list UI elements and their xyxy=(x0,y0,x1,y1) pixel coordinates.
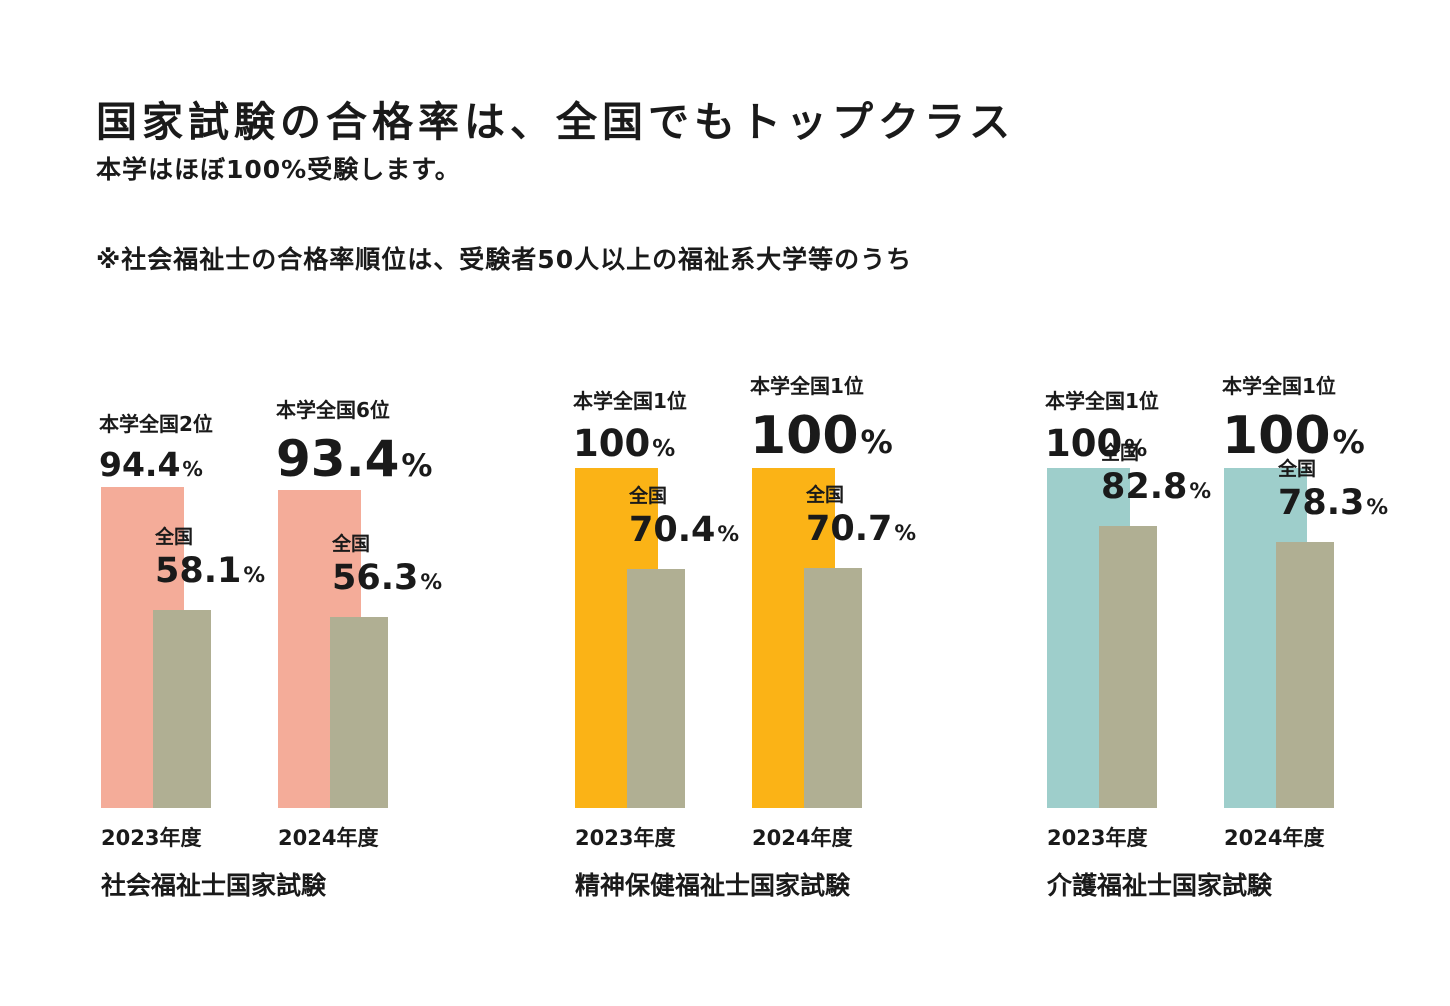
national-label: 全国 xyxy=(332,532,371,555)
national-rate-label-number: 82.8 xyxy=(1101,467,1188,508)
page-title: 国家試験の合格率は、全国でもトップクラス xyxy=(96,98,1016,146)
national-bar xyxy=(1276,541,1334,808)
school-rate-label-number: 100 xyxy=(1045,422,1123,465)
school-rate-label-number: 94.4 xyxy=(99,445,181,485)
exam-name: 精神保健福祉士国家試験 xyxy=(575,871,851,900)
year-label: 2024年度 xyxy=(1224,826,1325,850)
national-rate-label-sign: % xyxy=(420,569,443,595)
school-rate-label-sign: % xyxy=(860,423,893,461)
national-rate-label: 58.1% xyxy=(155,554,265,589)
school-rate-label-number: 100 xyxy=(573,422,651,465)
school-rate-label: 100% xyxy=(1222,410,1365,462)
national-label: 全国 xyxy=(629,484,668,507)
national-bar xyxy=(804,567,862,808)
national-bar xyxy=(627,568,685,808)
school-rate-label-sign: % xyxy=(1124,436,1148,462)
school-rate-label-sign: % xyxy=(652,436,676,462)
school-rate-label-number: 100 xyxy=(750,406,859,466)
national-rate-label-sign: % xyxy=(894,520,917,546)
national-rate-label-number: 70.7 xyxy=(806,508,893,549)
national-bar xyxy=(1099,526,1157,808)
year-label: 2023年度 xyxy=(575,826,676,850)
school-rate-label: 100% xyxy=(573,425,675,462)
school-rank-label: 本学全国2位 xyxy=(99,412,213,437)
national-rate-label: 78.3% xyxy=(1278,482,1389,523)
year-label: 2023年度 xyxy=(1047,826,1148,850)
year-label: 2024年度 xyxy=(752,826,853,850)
exam-name: 介護福祉士国家試験 xyxy=(1047,871,1273,900)
national-rate-label-sign: % xyxy=(1366,494,1389,520)
national-label: 全国 xyxy=(155,526,194,549)
school-rank-label: 本学全国1位 xyxy=(1045,389,1159,413)
national-rate-label-sign: % xyxy=(717,521,740,547)
school-rate-label: 94.4% xyxy=(99,448,203,481)
year-label: 2024年度 xyxy=(278,826,379,850)
ranking-note: ※社会福祉士の合格率順位は、受験者50人以上の福祉系大学等のうち xyxy=(96,245,913,274)
school-rate-label-sign: % xyxy=(401,448,433,485)
national-rate-label-number: 56.3 xyxy=(332,557,419,598)
school-rate-label-sign: % xyxy=(1332,423,1365,461)
national-rate-label: 70.7% xyxy=(806,508,917,549)
school-rate-label-sign: % xyxy=(182,457,203,482)
national-rate-label-number: 58.1 xyxy=(155,551,242,592)
school-rate-label: 93.4% xyxy=(276,434,432,484)
school-rate-label: 100% xyxy=(1045,425,1147,462)
page-subtitle: 本学はほぼ100%受験します。 xyxy=(96,155,461,184)
national-label: 全国 xyxy=(806,483,845,506)
national-rate-label-sign: % xyxy=(1189,479,1212,505)
year-label: 2023年度 xyxy=(101,826,202,850)
school-rank-label: 本学全国1位 xyxy=(750,374,864,398)
exam-name: 社会福祉士国家試験 xyxy=(101,871,327,900)
school-rate-label-number: 100 xyxy=(1222,406,1331,466)
national-rate-label-number: 78.3 xyxy=(1278,482,1365,523)
national-bar xyxy=(330,616,388,808)
national-label: 全国 xyxy=(1278,457,1317,480)
school-rate-label-number: 93.4 xyxy=(276,430,400,489)
national-rate-label-number: 70.4 xyxy=(629,509,716,550)
national-rate-label: 82.8% xyxy=(1101,470,1211,505)
school-rank-label: 本学全国1位 xyxy=(1222,374,1336,398)
national-rate-label: 70.4% xyxy=(629,509,740,550)
school-rank-label: 本学全国1位 xyxy=(573,389,687,413)
school-rank-label: 本学全国6位 xyxy=(276,398,390,423)
national-rate-label: 56.3% xyxy=(332,557,443,598)
national-rate-label-sign: % xyxy=(243,563,266,589)
national-label: 全国 xyxy=(1101,442,1140,465)
school-rate-label: 100% xyxy=(750,410,893,462)
national-bar xyxy=(153,610,211,808)
